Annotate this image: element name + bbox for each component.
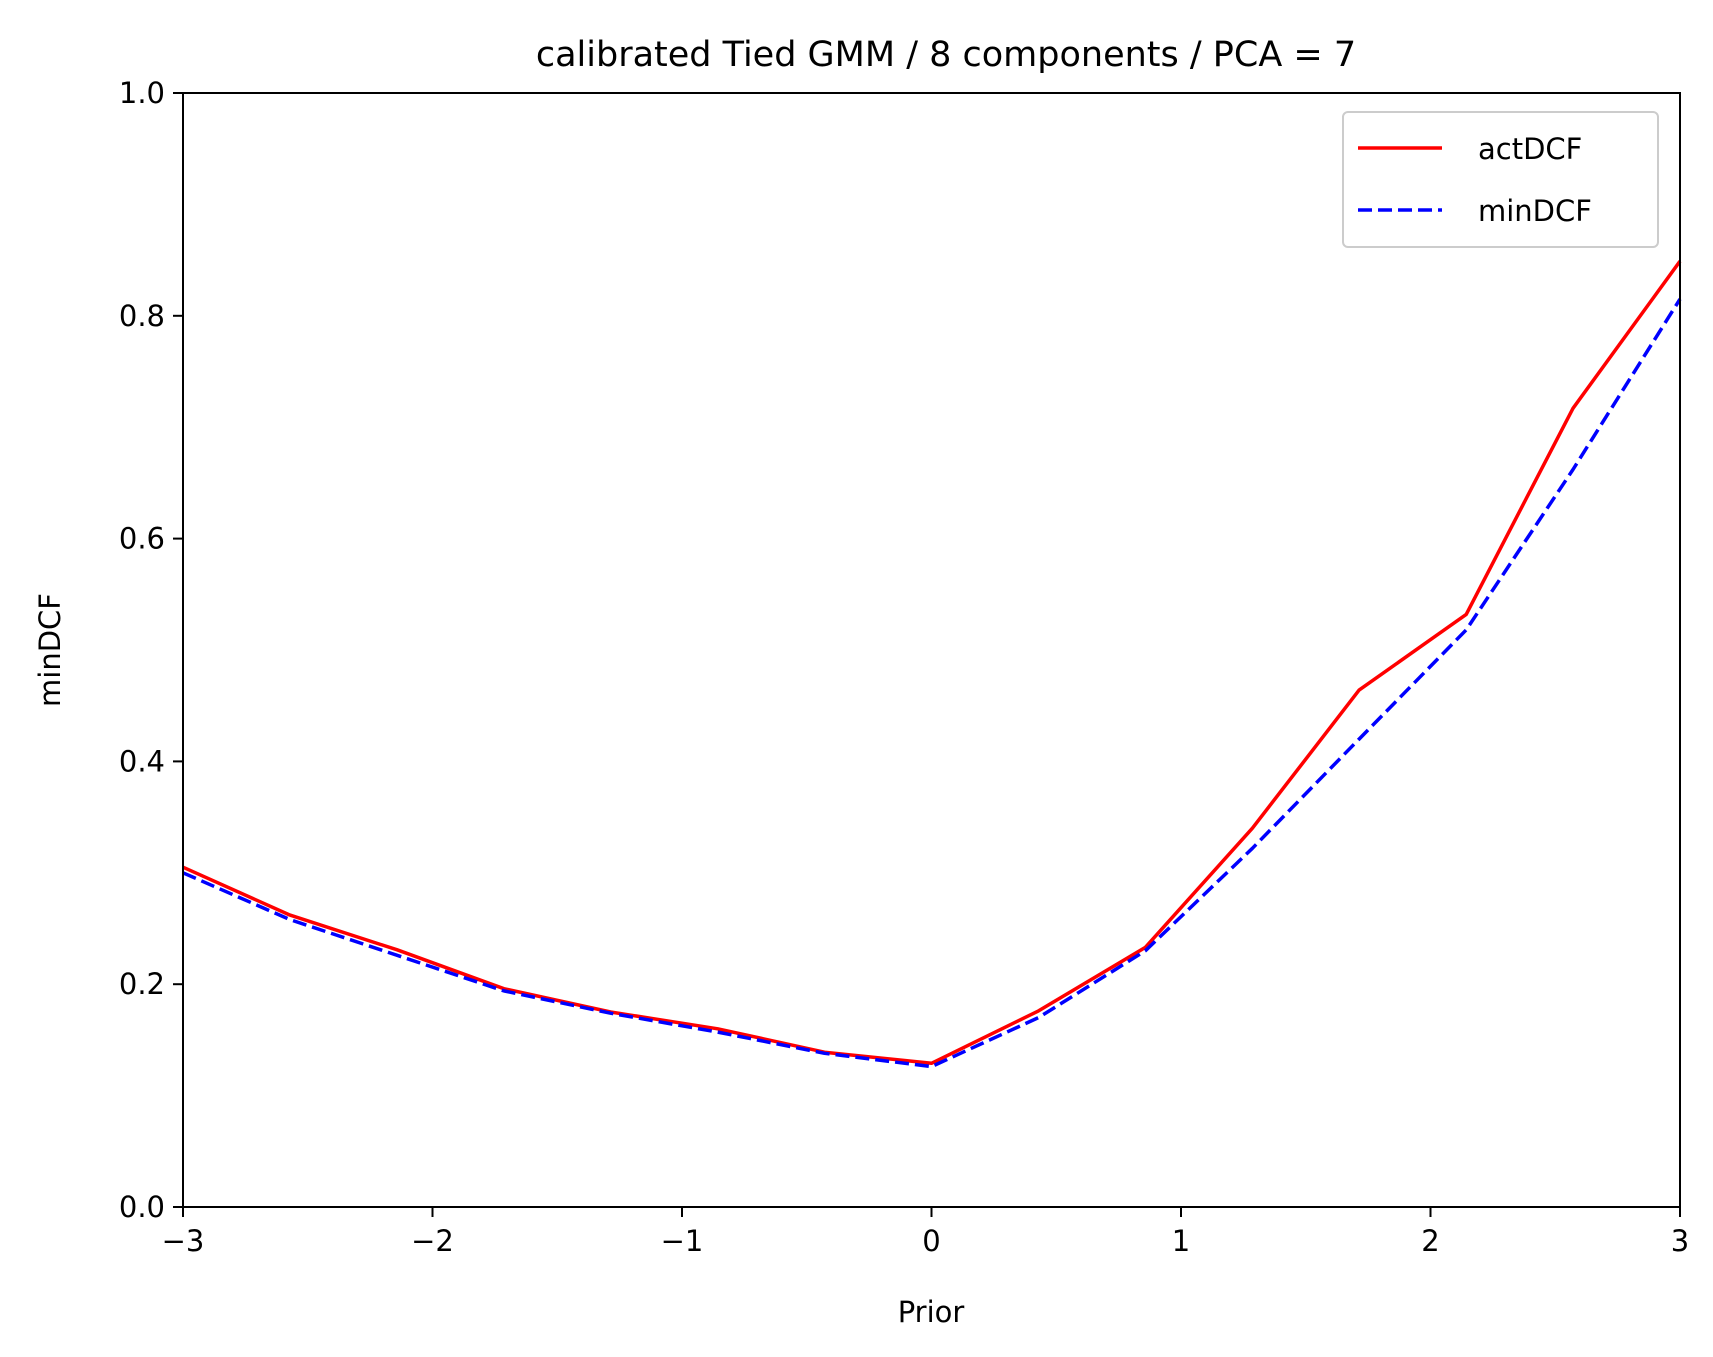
- y-tick-label: 0.0: [119, 1190, 165, 1224]
- x-tick-label: 0: [922, 1224, 940, 1258]
- x-tick-label: −1: [661, 1224, 704, 1258]
- x-tick-label: 3: [1671, 1224, 1689, 1258]
- legend-label-actdcf: actDCF: [1478, 132, 1582, 166]
- legend-label-mindcf: minDCF: [1478, 194, 1592, 228]
- plot-lines: [182, 260, 1682, 1069]
- x-axis-label: Prior: [898, 1295, 965, 1329]
- y-tick-label: 0.8: [119, 299, 165, 333]
- legend-box: [1342, 111, 1659, 248]
- x-tick-label: −3: [162, 1224, 205, 1258]
- y-tick-label: 0.6: [119, 522, 165, 556]
- y-axis-label: minDCF: [33, 593, 67, 707]
- legend: actDCF minDCF: [1342, 111, 1659, 248]
- y-tick-label: 0.4: [119, 744, 165, 778]
- series-line-mindcf: [182, 298, 1682, 1069]
- x-tick-label: 2: [1421, 1224, 1439, 1258]
- chart-title: calibrated Tied GMM / 8 components / PCA…: [536, 35, 1356, 75]
- y-axis-ticks: 0.0 0.2 0.4 0.6 0.8 1.0: [119, 76, 183, 1224]
- x-tick-label: 1: [1172, 1224, 1190, 1258]
- y-tick-label: 0.2: [119, 967, 165, 1001]
- x-axis-ticks: −3 −2 −1 0 1 2 3: [162, 1207, 1689, 1258]
- x-tick-label: −2: [411, 1224, 454, 1258]
- y-tick-label: 1.0: [119, 76, 165, 110]
- series-line-actdcf: [182, 260, 1682, 1066]
